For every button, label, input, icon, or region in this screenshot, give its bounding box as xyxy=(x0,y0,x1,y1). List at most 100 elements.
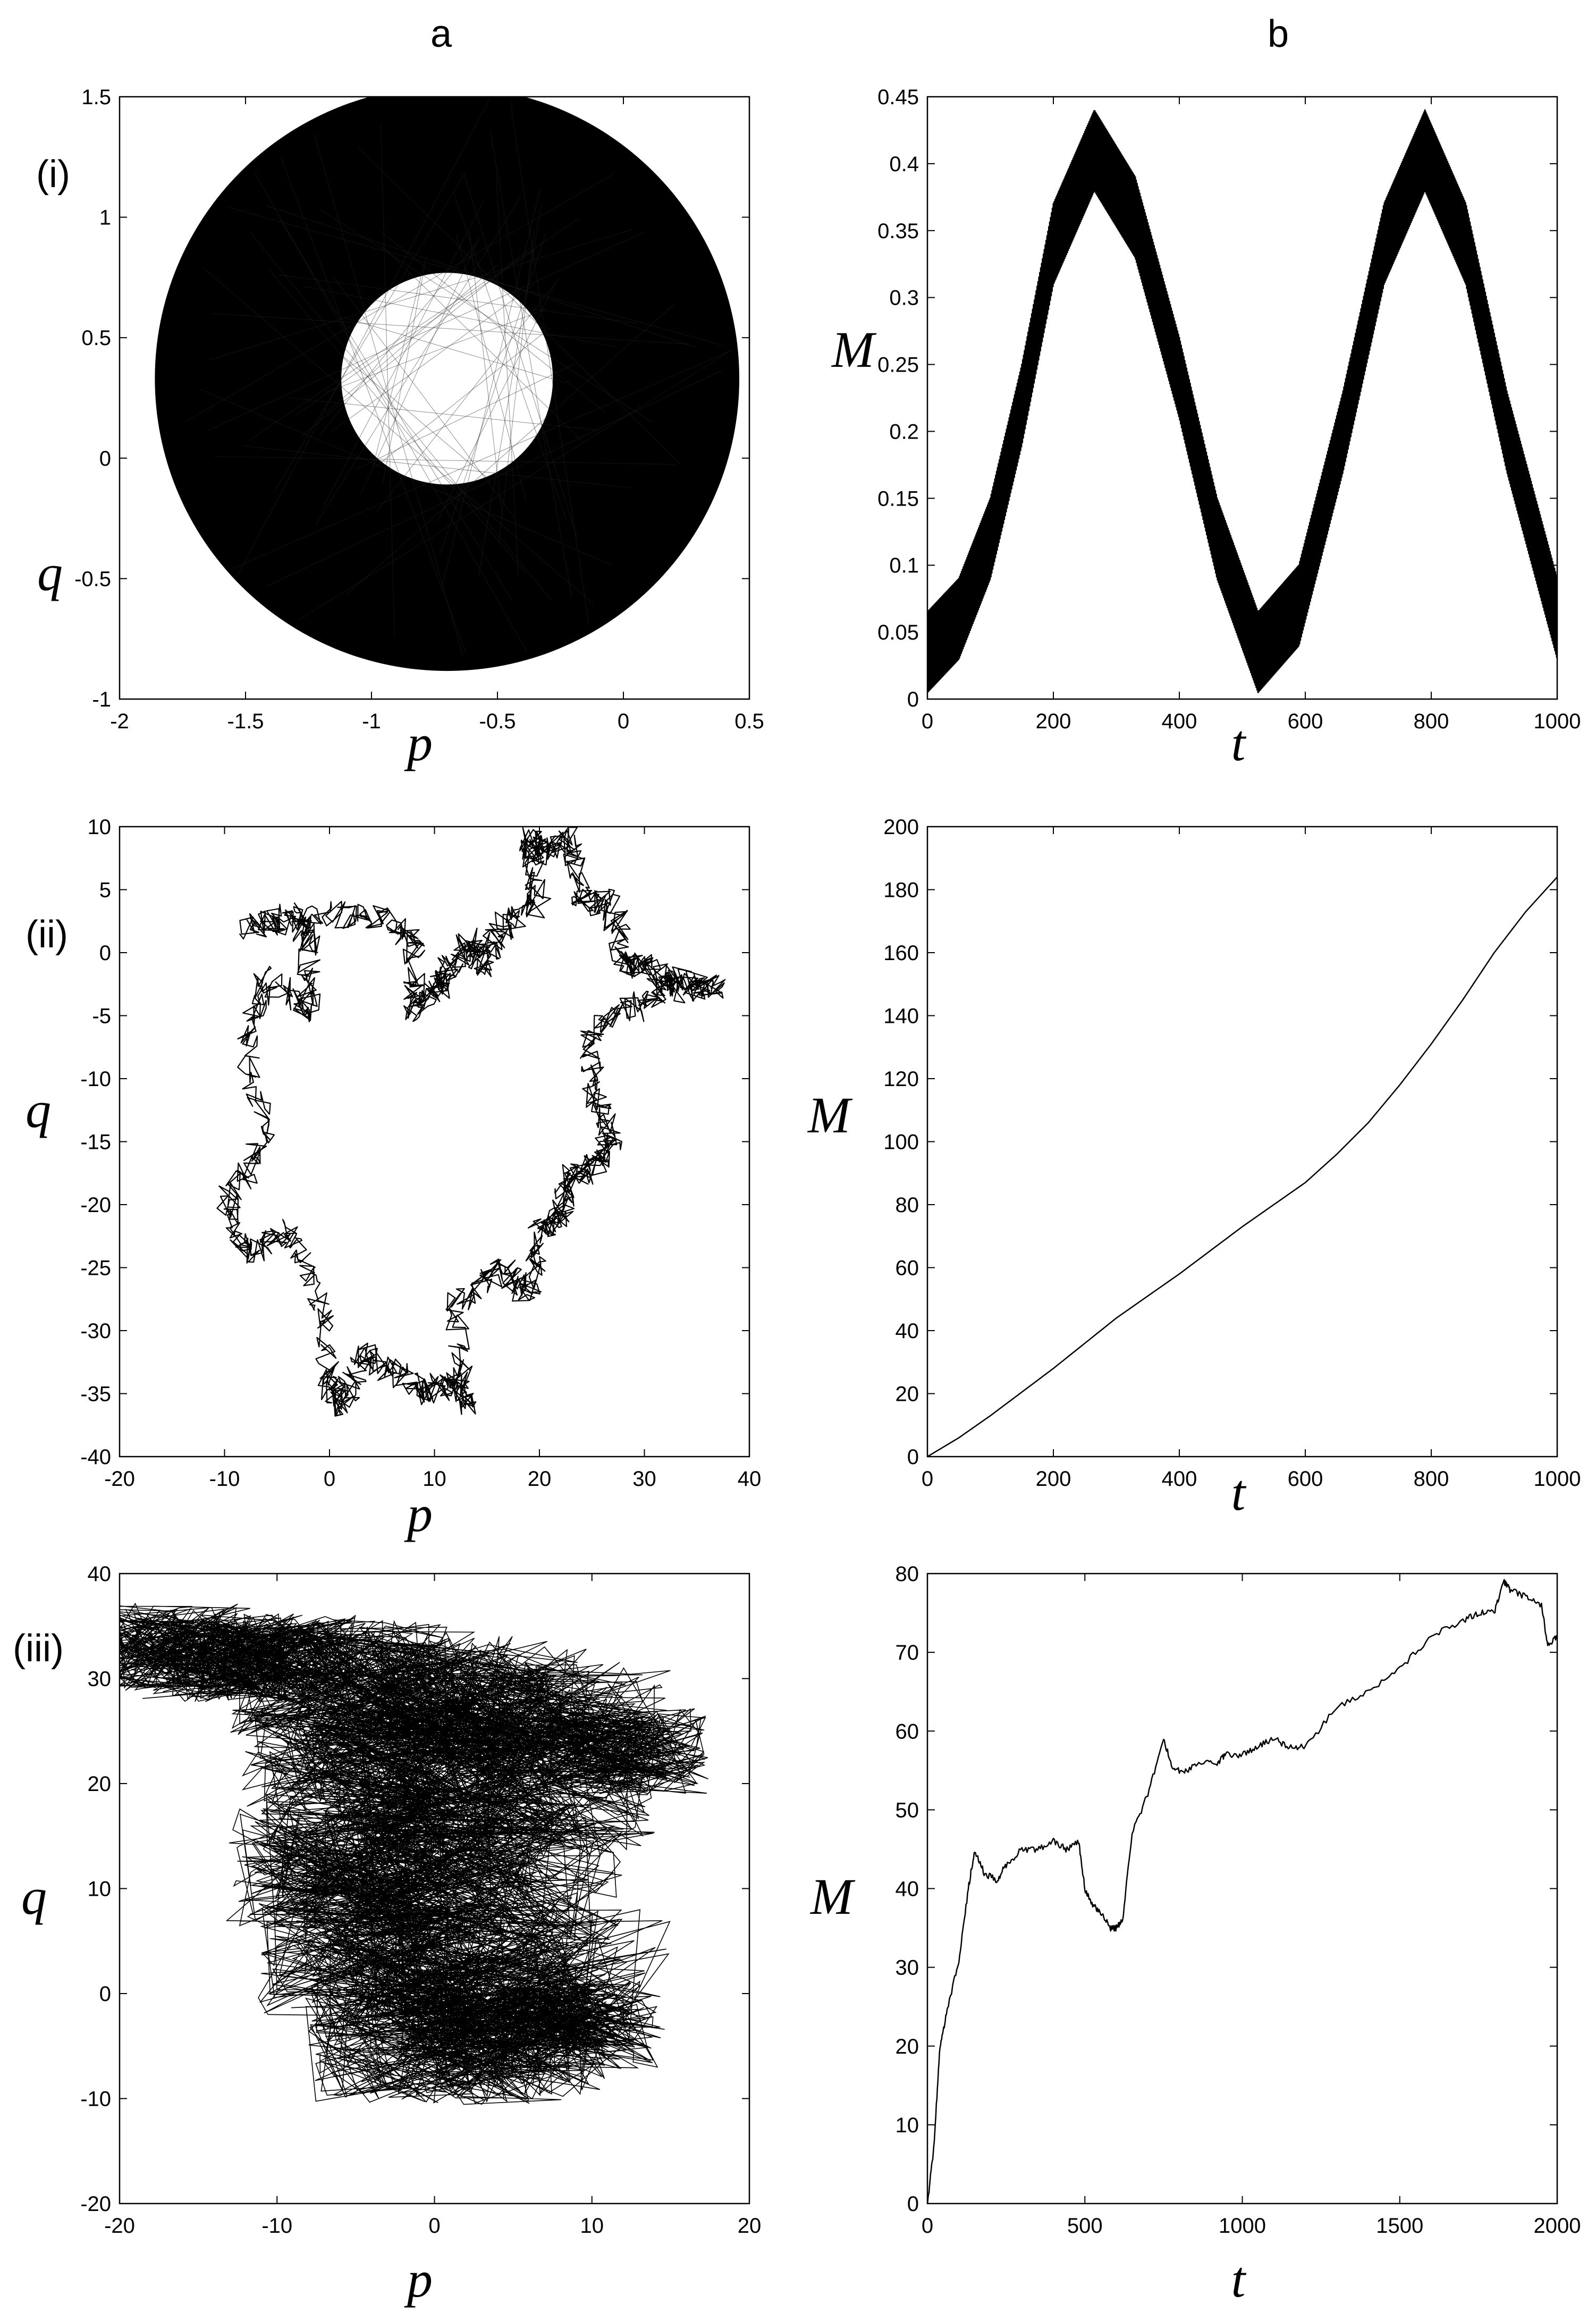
x-tick-label: -0.5 xyxy=(479,710,516,733)
x-tick-label: 0 xyxy=(428,2214,440,2238)
orbit-strand xyxy=(209,229,633,360)
y-tick-label: 10 xyxy=(88,1878,112,1901)
x-axis-label: t xyxy=(1231,1464,1247,1521)
y-tick-label: -25 xyxy=(80,1257,111,1280)
x-tick-label: -1 xyxy=(362,710,381,733)
random-walk-path xyxy=(216,827,726,1417)
series-line-b-i xyxy=(927,109,1557,693)
y-tick-label: 10 xyxy=(896,2114,919,2137)
orbit-strand xyxy=(436,283,556,523)
y-tick-label: 5 xyxy=(99,879,111,902)
orbit-strand xyxy=(372,265,424,468)
orbit-strand xyxy=(339,352,491,481)
y-tick-label: -15 xyxy=(80,1131,111,1154)
orbit-strand xyxy=(489,131,572,597)
y-tick-label: 0.15 xyxy=(877,487,919,510)
y-tick-label: 160 xyxy=(883,941,919,965)
series-line-b-iii xyxy=(927,1579,1557,2204)
y-tick-label: 0 xyxy=(907,688,919,711)
panel-a-iii: -20 -10 0 10 20 -20 -10 0 10 20 30 40 p q xyxy=(21,1562,761,2308)
y-tick-label: 200 xyxy=(883,815,919,839)
orbit-strand xyxy=(455,233,526,501)
y-tick-label: -10 xyxy=(80,1067,111,1091)
orbit-strand xyxy=(235,97,492,579)
series-line-b-ii xyxy=(927,876,1557,1457)
y-tick-label: 50 xyxy=(896,1798,919,1822)
orbit-strand xyxy=(248,218,580,441)
y-tick-label: -5 xyxy=(92,1005,111,1028)
orbit-strand xyxy=(202,267,594,604)
orbit-strand xyxy=(288,397,599,431)
orbit-strand xyxy=(463,174,577,538)
orbit-strand xyxy=(320,209,654,423)
y-tick-label: -10 xyxy=(80,2088,111,2111)
panel-a-ii: -20 -10 0 10 20 30 40 -40 -35 -30 -25 -20 -15 -10 -5 0 5… xyxy=(26,815,761,1542)
x-tick-label: -10 xyxy=(209,1467,240,1491)
orbit-strand xyxy=(379,230,606,413)
orbit-strand xyxy=(268,269,526,573)
y-tick-label: 0.2 xyxy=(889,420,919,443)
y-tick-label: 1.5 xyxy=(81,86,111,109)
orbit-strand xyxy=(278,274,637,324)
orbit-strand xyxy=(266,369,723,587)
orbit-strand xyxy=(298,351,730,620)
x-tick-label: 0 xyxy=(922,1467,933,1491)
orbit-strand xyxy=(250,232,552,601)
y-tick-label: 0.1 xyxy=(889,554,919,577)
x-tick-label: 600 xyxy=(1288,710,1323,733)
x-tick-label: 800 xyxy=(1414,1467,1449,1491)
x-tick-label: 500 xyxy=(1067,2214,1103,2238)
orbit-strand xyxy=(469,231,503,517)
x-tick-label: 0 xyxy=(618,710,629,733)
panel-a-i: -2 -1.5 -1 -0.5 0 0.5 -1 -0.5 0 0.5 1 1.5 p q xyxy=(37,86,764,771)
row-label-ii: (ii) xyxy=(26,913,68,956)
y-tick-label: 40 xyxy=(896,1878,919,1901)
x-tick-label: 1000 xyxy=(1219,2214,1266,2238)
y-tick-label: 120 xyxy=(883,1067,919,1091)
y-tick-label: 20 xyxy=(88,1772,112,1796)
y-axis-label: M xyxy=(809,1868,856,1925)
orbit-strand xyxy=(281,157,467,654)
y-axis-label: q xyxy=(37,544,63,601)
orbit-strand xyxy=(331,284,534,432)
orbit-strand xyxy=(199,388,612,566)
x-axis-label: t xyxy=(1231,2251,1247,2308)
x-tick-label: 200 xyxy=(1036,710,1071,733)
x-tick-label: 10 xyxy=(423,1467,446,1491)
plot-area-b-i xyxy=(927,109,1557,693)
orbit-strand xyxy=(478,203,542,576)
x-tick-label: 1500 xyxy=(1376,2214,1423,2238)
orbit-strand xyxy=(382,255,427,485)
orbit-strand xyxy=(374,327,551,468)
plot-area-a-iii xyxy=(120,1602,708,2105)
x-tick-label: 800 xyxy=(1414,710,1449,733)
column-label-a: a xyxy=(430,13,452,55)
x-tick-label: 20 xyxy=(738,2214,762,2238)
x-tick-label: 1000 xyxy=(1534,1467,1581,1491)
orbit-strand xyxy=(185,173,615,422)
x-tick-label: 600 xyxy=(1288,1467,1323,1491)
x-tick-label: 0 xyxy=(324,1467,335,1491)
y-tick-label: 140 xyxy=(883,1005,919,1028)
axes-frame xyxy=(926,96,1558,700)
orbit-strand xyxy=(358,147,680,464)
orbit-strand xyxy=(242,445,633,489)
y-tick-label: 70 xyxy=(896,1641,919,1664)
y-tick-label: 30 xyxy=(88,1668,112,1691)
orbit-strand xyxy=(207,232,645,432)
y-tick-label: 0.35 xyxy=(877,220,919,243)
orbit-strand xyxy=(274,173,465,492)
orbit-strand xyxy=(319,242,477,435)
orbit-strand xyxy=(441,189,541,590)
y-tick-label: -0.5 xyxy=(74,567,111,591)
y-tick-label: 0.5 xyxy=(81,326,111,350)
x-tick-label: 0 xyxy=(922,2214,933,2238)
orbit-strand xyxy=(253,171,527,651)
y-tick-label: -20 xyxy=(80,2192,111,2216)
y-tick-label: 80 xyxy=(896,1193,919,1217)
x-tick-label: 0.5 xyxy=(734,710,764,733)
plot-area-a-ii xyxy=(216,827,726,1417)
x-tick-label: -20 xyxy=(104,1467,135,1491)
y-tick-label: 60 xyxy=(896,1257,919,1280)
y-tick-label: 0.4 xyxy=(889,153,919,176)
